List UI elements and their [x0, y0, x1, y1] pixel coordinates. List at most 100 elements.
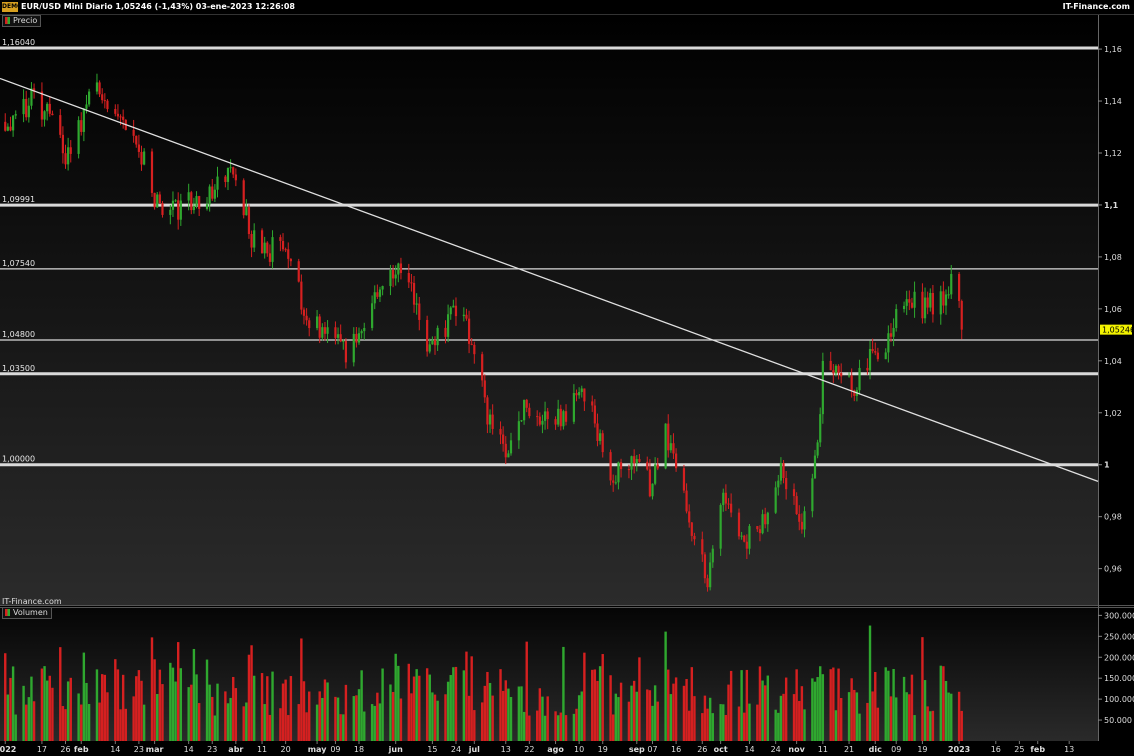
price-tick-label: 1,12 [1104, 149, 1122, 158]
volume-bar [656, 701, 659, 741]
trendline [0, 77, 1099, 482]
x-tick-label: oct [714, 745, 728, 754]
candle-body [397, 263, 400, 275]
volume-legend[interactable]: Volumen [2, 607, 52, 619]
volume-bar [462, 670, 466, 741]
volume-bar [957, 691, 961, 741]
volume-bar [470, 656, 473, 741]
volume-bar [876, 707, 880, 741]
volume-bar [538, 688, 542, 741]
candle-body [688, 511, 691, 523]
volume-bar [114, 659, 117, 741]
candle-body [190, 192, 193, 211]
volume-bar [614, 693, 618, 741]
volume-bar [132, 696, 135, 741]
volume-bar [342, 714, 345, 741]
candle-body [481, 354, 484, 381]
candle-body [517, 421, 520, 441]
candle-body [730, 503, 733, 513]
volume-bar [819, 666, 822, 741]
candle-body [764, 514, 767, 525]
volume-bar [486, 671, 489, 741]
candle-body [499, 428, 502, 435]
candle-body [9, 126, 12, 131]
volume-tick-label: 250.000 [1104, 632, 1134, 641]
candle-body [80, 120, 83, 132]
candle-body [929, 292, 932, 308]
volume-bar [871, 691, 874, 741]
volume-bar [195, 674, 198, 741]
volume-bar [376, 692, 379, 741]
volume-bar [192, 648, 196, 741]
volume-bar [651, 705, 654, 741]
volume-bar [777, 712, 780, 741]
candle-body [300, 281, 303, 310]
candle-body [724, 492, 727, 504]
candle-body [198, 196, 201, 209]
candle-body [321, 327, 324, 338]
candle-body [834, 365, 838, 374]
volume-bar [947, 692, 950, 741]
candle-body [832, 370, 835, 374]
price-legend[interactable]: Precio [2, 15, 42, 27]
volume-bar [701, 713, 704, 741]
candle-body [627, 469, 631, 471]
candle-body [931, 292, 935, 315]
candle-body [612, 480, 615, 483]
volume-bar [559, 712, 562, 741]
volume-bar [150, 637, 154, 741]
volume-bar [926, 706, 929, 741]
candle-body [268, 253, 272, 262]
volume-bar [279, 708, 282, 741]
price-tick-label: 1,1 [1104, 201, 1119, 210]
candle-body [926, 297, 929, 308]
volume-bar [156, 694, 159, 741]
volume-bar [577, 695, 581, 741]
candle-body [177, 200, 180, 220]
candle-body [27, 105, 30, 118]
candle-body [25, 98, 28, 118]
volume-bar [575, 708, 578, 741]
x-tick-label: 24 [771, 745, 781, 754]
volume-bar [308, 691, 311, 741]
volume-bar [137, 670, 141, 741]
volume-bar [748, 703, 751, 741]
x-tick-label: 19 [598, 745, 608, 754]
x-tick-label: 13 [501, 745, 511, 754]
candle-body [344, 340, 348, 363]
x-tick-label: jul [468, 745, 480, 754]
candle-body [449, 307, 452, 315]
candle-body [211, 186, 214, 199]
volume-bar [942, 666, 945, 741]
candle-body [336, 334, 340, 338]
candle-body [737, 512, 741, 537]
candle-body [910, 302, 914, 308]
candle-body [651, 483, 654, 497]
candle-body [913, 291, 916, 308]
volume-bar [260, 673, 264, 741]
volume-bar [908, 694, 911, 741]
candle-body [85, 104, 88, 109]
volume-bar [627, 701, 631, 741]
candle-body [669, 443, 672, 451]
volume-bar [693, 696, 696, 741]
candle-body [140, 151, 143, 165]
volume-bar [913, 715, 916, 741]
volume-bar [892, 668, 895, 741]
candle-body [528, 407, 531, 417]
candle-body [260, 230, 264, 254]
candle-body [431, 339, 434, 345]
candle-body [596, 423, 599, 441]
volume-tick-label: 100.000 [1104, 695, 1134, 704]
price-volume-chart[interactable]: 1,16040 1,09991 1,07540 1,04800 1,03500 1,000… [0, 15, 1134, 756]
candle-body [381, 286, 384, 290]
candle-body [876, 352, 879, 360]
candle-body [557, 408, 560, 425]
volume-bar [302, 681, 306, 741]
level-label: 1,09991 [2, 195, 35, 204]
candle-body [64, 153, 67, 165]
volume-bar [601, 654, 604, 741]
candle-body [847, 375, 851, 377]
candle-body [376, 292, 379, 297]
volume-bar [528, 715, 531, 741]
